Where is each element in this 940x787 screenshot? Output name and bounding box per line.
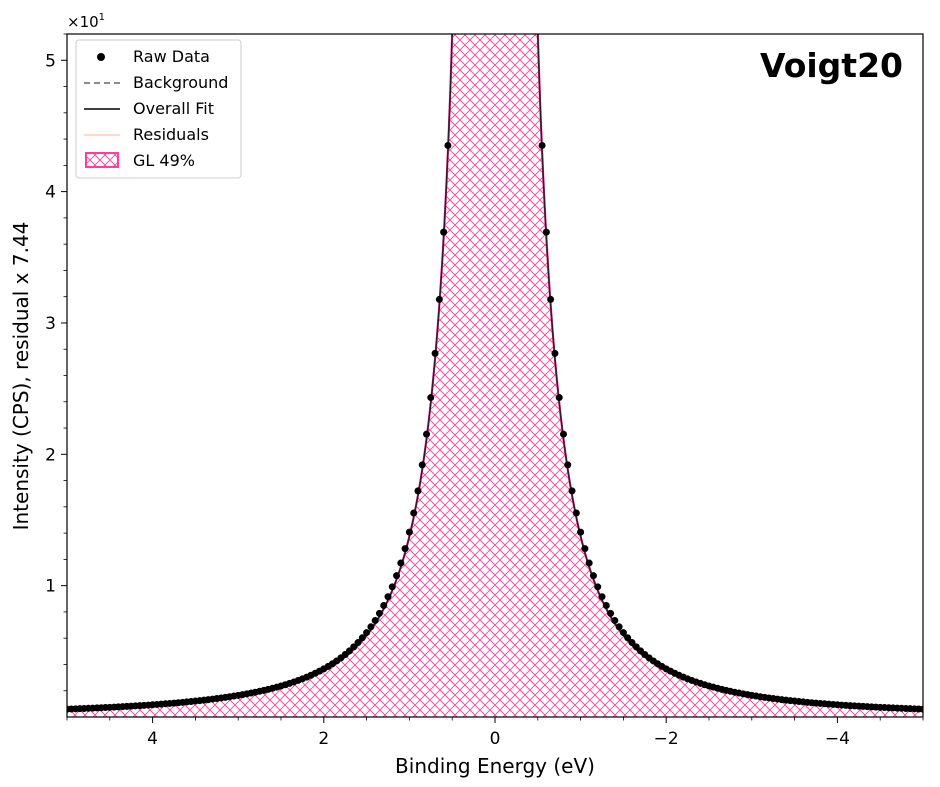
raw-data-point (542, 228, 550, 236)
x-tick-label: −4 (825, 729, 850, 749)
raw-data-point (602, 602, 610, 610)
legend-label-raw-data: Raw Data (133, 47, 210, 66)
legend-label-background: Background (133, 73, 228, 92)
x-tick-label: 2 (318, 729, 329, 749)
raw-data-point (589, 572, 597, 580)
raw-data-point (388, 583, 396, 591)
y-axis-multiplier: ×101 (67, 12, 105, 31)
ticks-layer: 4 2 0 −2 −4 1 2 3 4 5 (45, 33, 924, 749)
raw-data-point (375, 609, 383, 617)
raw-data-point (384, 593, 392, 601)
raw-data-point (405, 528, 413, 536)
raw-data-point (427, 394, 435, 402)
raw-data-point (380, 602, 388, 610)
plot-area (67, 34, 923, 717)
raw-data-point (572, 509, 580, 517)
x-axis-label: Binding Energy (eV) (395, 754, 595, 778)
raw-data-point (393, 572, 401, 580)
legend: Raw Data Background Overall Fit Residual… (75, 39, 242, 179)
legend-label-overall-fit: Overall Fit (133, 99, 214, 118)
raw-data-point (555, 394, 563, 402)
y-axis-label: Intensity (CPS), residual x 7.44 (9, 222, 33, 531)
raw-data-point (615, 623, 623, 631)
raw-data-point (538, 141, 546, 149)
raw-data-point (440, 228, 448, 236)
y-tick-label: 1 (45, 577, 56, 597)
legend-marker-raw-data (97, 53, 105, 61)
raw-data-point (414, 487, 422, 495)
raw-data-point (581, 545, 589, 553)
legend-marker-gl (85, 152, 119, 168)
raw-data-point (607, 609, 615, 617)
raw-data-point (577, 528, 585, 536)
x-tick-label: 0 (490, 729, 501, 749)
raw-data-point (598, 593, 606, 601)
raw-data-point (568, 487, 576, 495)
y-tick-label: 3 (45, 314, 56, 334)
y-tick-label: 4 (45, 183, 56, 203)
raw-data-point (611, 616, 619, 624)
raw-data-point (358, 634, 366, 642)
legend-box (75, 39, 242, 179)
raw-data-point (594, 583, 602, 591)
raw-data-point (410, 509, 418, 517)
raw-data-point (423, 430, 431, 438)
raw-data-point (435, 295, 443, 303)
y-tick-label: 2 (45, 445, 56, 465)
raw-data-point (363, 629, 371, 637)
raw-data-point (551, 349, 559, 357)
x-tick-label: −2 (654, 729, 679, 749)
raw-data-point (559, 430, 567, 438)
raw-data-point (431, 349, 439, 357)
y-tick-label: 5 (45, 51, 56, 71)
raw-data-point (564, 461, 572, 469)
chart-title: Voigt20 (760, 46, 903, 85)
raw-data-point (367, 623, 375, 631)
gl-component-area (67, 34, 923, 717)
raw-data-point (371, 616, 379, 624)
raw-data-point (354, 639, 362, 647)
raw-data-point (619, 629, 627, 637)
legend-label-residuals: Residuals (133, 125, 209, 144)
legend-label-gl: GL 49% (133, 151, 195, 170)
raw-data-point (418, 461, 426, 469)
raw-data-point (401, 545, 409, 553)
raw-data-point (397, 559, 405, 567)
x-tick-label: 4 (147, 729, 158, 749)
raw-data-point (624, 634, 632, 642)
raw-data-point (547, 295, 555, 303)
raw-data-point (585, 559, 593, 567)
raw-data-point (444, 141, 452, 149)
raw-data-point (919, 705, 923, 713)
raw-data-point (350, 643, 358, 651)
marks-layer (67, 34, 923, 717)
raw-data-point (628, 639, 636, 647)
